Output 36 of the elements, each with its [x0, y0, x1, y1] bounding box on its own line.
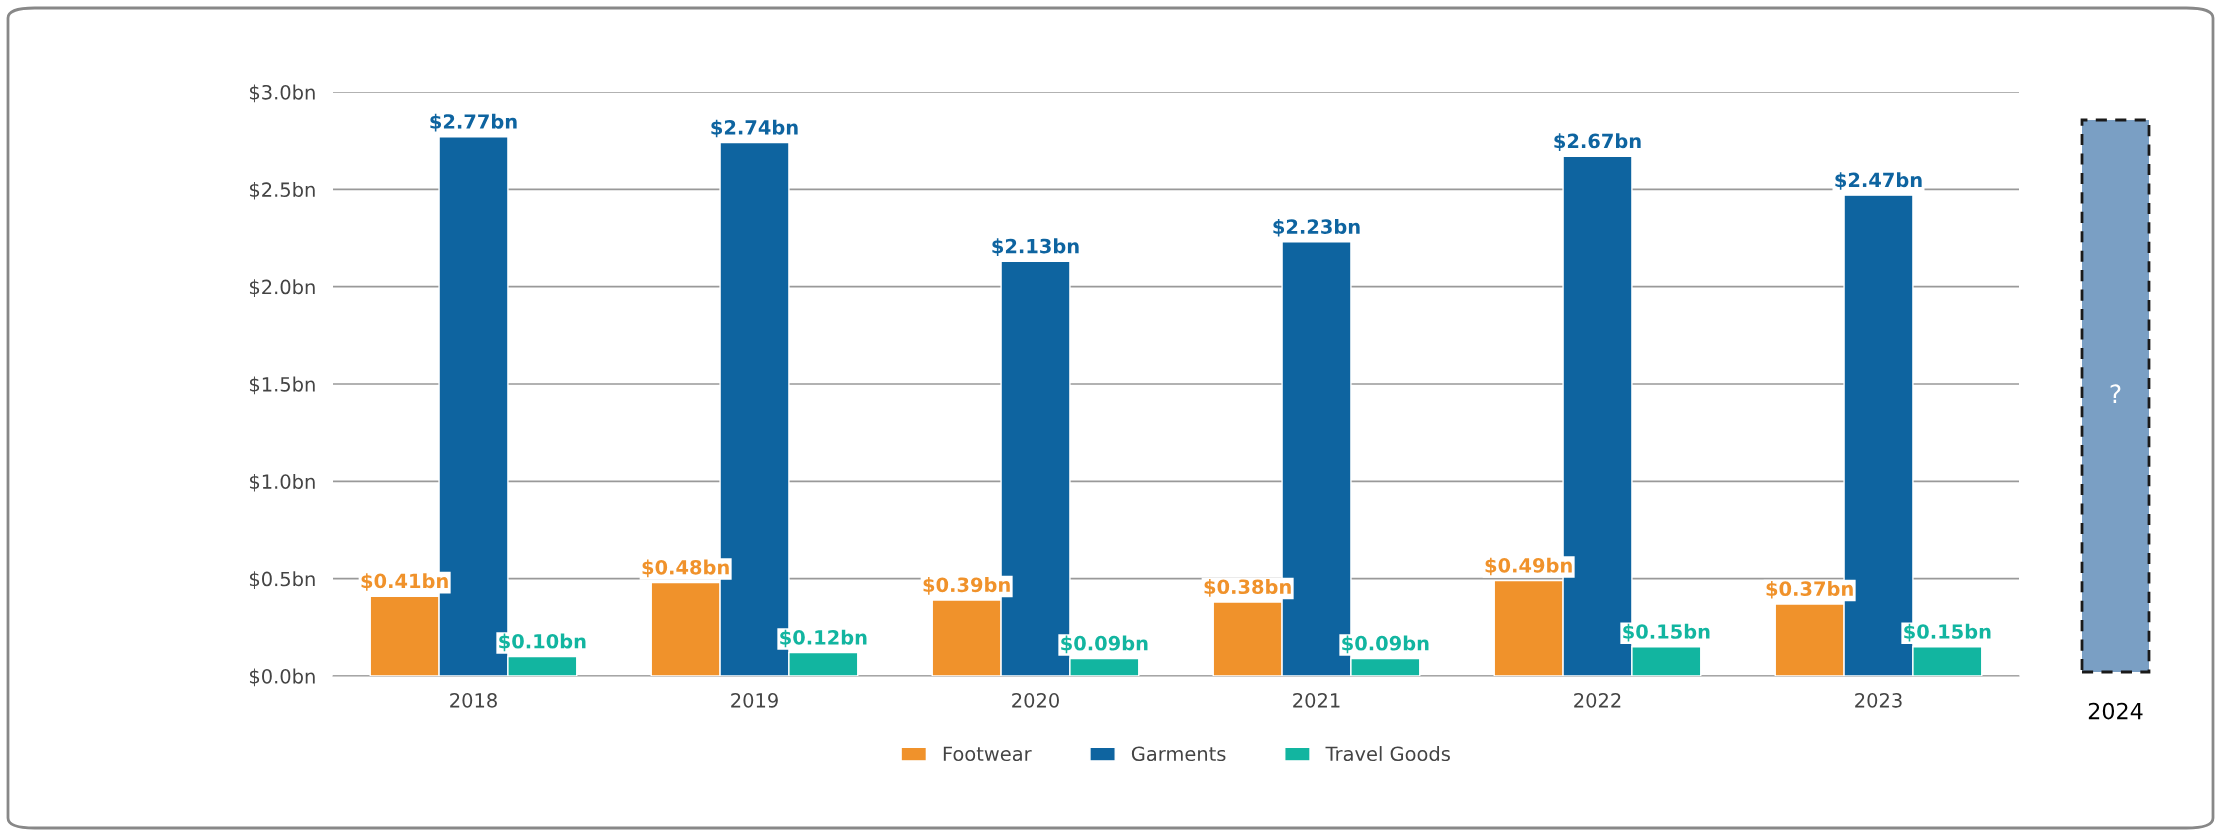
x-tick-label: 2020: [1012, 693, 1059, 708]
data-label: $0.09bn: [1342, 635, 1429, 654]
data-label: $0.38bn: [1204, 579, 1291, 597]
legend-label: Travel Goods: [1325, 746, 1450, 762]
data-label: $0.48bn: [642, 559, 729, 578]
text: ?: [2110, 384, 2121, 403]
y-tick-label: $0.5bn: [249, 571, 315, 589]
y-tick-label: $1.5bn: [249, 376, 315, 395]
legend-label: Footwear: [943, 746, 1032, 762]
y-tick-label: $0.0bn: [249, 668, 315, 687]
y-tick-label: $1.0bn: [249, 473, 315, 492]
data-label: $0.41bn: [361, 573, 448, 591]
text: 2024: [2088, 702, 2143, 720]
data-label: $2.77bn: [430, 113, 517, 132]
y-tick-label: $2.0bn: [249, 279, 315, 297]
data-label: $2.13bn: [992, 238, 1079, 257]
data-label: $0.49bn: [1485, 557, 1572, 576]
data-label: $0.12bn: [780, 629, 867, 648]
y-tick-label: $3.0bn: [249, 84, 315, 103]
data-label: $2.47bn: [1835, 172, 1922, 190]
data-label: $0.15bn: [1904, 623, 1991, 642]
data-label: $2.67bn: [1554, 133, 1641, 151]
x-tick-label: 2019: [731, 693, 778, 708]
data-label: $0.37bn: [1766, 580, 1853, 599]
x-tick-label: 2018: [450, 693, 497, 708]
data-label: $0.15bn: [1623, 623, 1710, 642]
x-tick-label: 2021: [1293, 693, 1340, 708]
data-label: $2.74bn: [711, 119, 798, 138]
y-tick-label: $2.5bn: [249, 181, 315, 200]
data-label: $0.39bn: [923, 577, 1010, 595]
data-label: $0.09bn: [1061, 635, 1148, 654]
data-label: $2.23bn: [1273, 218, 1360, 237]
x-tick-label: 2022: [1574, 693, 1621, 708]
data-label: $0.10bn: [499, 633, 586, 652]
x-tick-label: 2023: [1855, 693, 1902, 708]
legend-label: Garments: [1131, 746, 1226, 762]
